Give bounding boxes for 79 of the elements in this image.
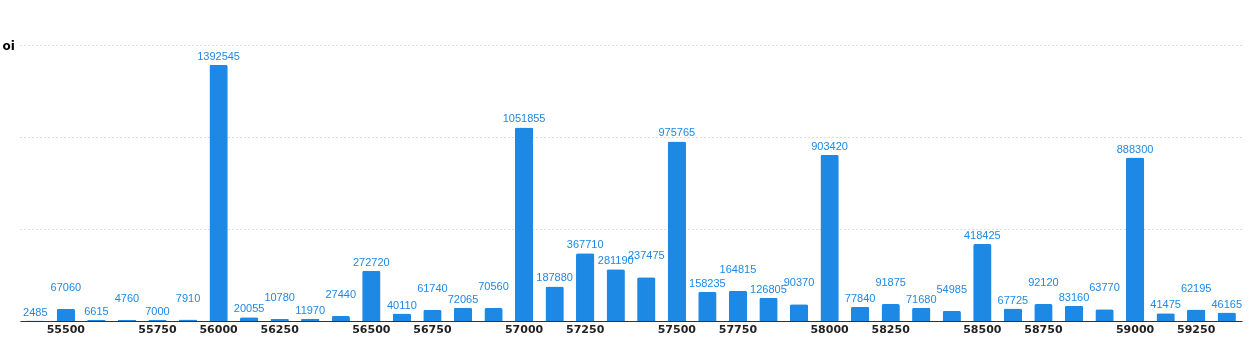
bar xyxy=(484,308,503,321)
bar xyxy=(392,313,412,321)
x-tick-label: 56250 xyxy=(260,322,300,336)
bar xyxy=(606,269,625,321)
bar xyxy=(362,270,381,321)
data-label: 1051855 xyxy=(502,112,546,125)
bar xyxy=(1034,304,1053,321)
x-tick-label: 56500 xyxy=(352,322,391,336)
bar xyxy=(881,304,900,321)
data-label: 4760 xyxy=(114,292,140,305)
data-label: 63770 xyxy=(1089,281,1120,294)
data-label: 40110 xyxy=(386,298,417,311)
data-label: 72065 xyxy=(447,292,479,305)
data-label: 272720 xyxy=(352,255,390,268)
data-label: 2485 xyxy=(23,305,48,318)
bar xyxy=(759,297,778,321)
data-label: 62195 xyxy=(1180,281,1212,294)
x-tick-label: 57500 xyxy=(657,322,697,336)
data-label: 61740 xyxy=(417,281,448,294)
x-tick-label: 55750 xyxy=(138,322,177,336)
x-tick-label: 58750 xyxy=(1024,322,1063,336)
data-label: 41475 xyxy=(1150,298,1181,311)
data-label: 91875 xyxy=(875,276,906,289)
data-label: 67060 xyxy=(50,280,82,293)
bar xyxy=(850,306,870,321)
y-axis-title: oi xyxy=(2,38,15,53)
bar xyxy=(453,307,473,321)
bar xyxy=(789,304,809,321)
data-label: 77840 xyxy=(844,291,876,304)
bar xyxy=(942,310,961,321)
data-label: 418425 xyxy=(963,229,1001,242)
data-label: 54985 xyxy=(936,282,968,295)
bar xyxy=(576,253,595,321)
data-label: 975765 xyxy=(658,126,696,139)
bar xyxy=(973,244,992,321)
data-label: 10780 xyxy=(264,291,295,304)
bar xyxy=(1003,308,1023,321)
data-label: 20055 xyxy=(233,302,265,315)
x-tick-label: 57750 xyxy=(718,322,758,336)
bar xyxy=(698,291,717,321)
data-label: 70560 xyxy=(478,280,509,293)
data-label: 11970 xyxy=(295,303,326,316)
data-label: 158235 xyxy=(689,276,726,289)
data-label: 903420 xyxy=(811,139,848,152)
data-label: 92120 xyxy=(1028,276,1059,289)
data-label: 83160 xyxy=(1058,290,1090,303)
bar xyxy=(514,127,534,321)
x-tick-label: 56000 xyxy=(199,322,239,336)
x-tick-label: 57250 xyxy=(566,322,605,336)
bar xyxy=(820,154,839,321)
data-label: 67725 xyxy=(997,293,1029,306)
x-tick-label: 59000 xyxy=(1115,322,1155,336)
data-label: 6615 xyxy=(84,304,109,317)
bar xyxy=(545,286,564,321)
x-tick-label: 59250 xyxy=(1177,322,1216,336)
x-tick-label: 58250 xyxy=(871,322,911,336)
data-label: 187880 xyxy=(536,271,573,284)
data-label: 367710 xyxy=(566,238,604,251)
x-tick-label: 58500 xyxy=(963,322,1002,336)
bar xyxy=(637,277,656,321)
data-label: 888300 xyxy=(1116,142,1154,155)
x-tick-label: 56750 xyxy=(413,322,452,336)
bar xyxy=(1064,305,1084,321)
x-tick-label: 57000 xyxy=(504,322,544,336)
bar xyxy=(1125,157,1145,321)
data-label: 27440 xyxy=(325,287,357,300)
bar xyxy=(209,64,228,321)
data-label: 164815 xyxy=(719,262,757,275)
data-label: 46165 xyxy=(1211,297,1243,310)
bar xyxy=(667,141,686,321)
bar xyxy=(912,307,931,321)
data-label: 7910 xyxy=(175,291,201,304)
data-label: 1392545 xyxy=(197,49,240,62)
data-label: 71680 xyxy=(905,292,937,305)
bar xyxy=(56,308,75,321)
bar xyxy=(728,290,748,321)
x-tick-label: 55500 xyxy=(46,322,86,336)
x-tick-label: 58000 xyxy=(810,322,850,336)
data-label: 7000 xyxy=(145,304,170,317)
